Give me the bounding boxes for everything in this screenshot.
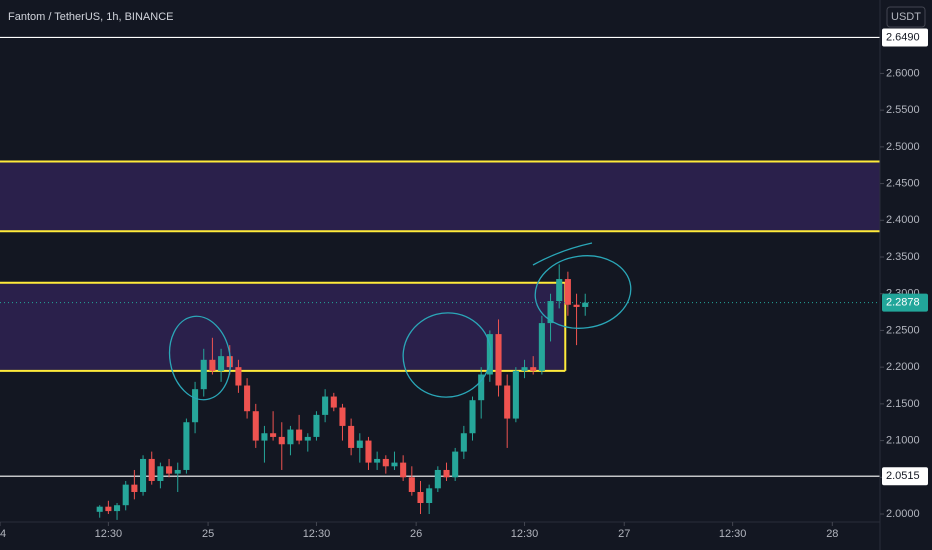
candle-body [304,436,311,441]
candle-body [261,433,268,441]
x-tick-label: 12:30 [95,528,123,540]
chart-title: Fantom / TetherUS, 1h, BINANCE [8,11,173,23]
y-tick-label: 2.6000 [886,67,920,79]
candle-body [122,484,129,506]
candle-body [469,400,476,434]
candle-body [278,436,285,445]
zone [0,282,566,371]
y-tick-label: 2.4500 [886,177,920,189]
candle-body [374,458,381,463]
y-tick-label: 2.3500 [886,251,920,263]
candle-body [426,488,433,504]
x-tick-label: 27 [618,528,630,540]
candle-body [391,462,398,467]
candle-body [200,359,207,390]
y-tick-label: 2.5500 [886,104,920,116]
x-tick-label: 24 [0,528,6,540]
candle-body [313,414,320,437]
y-tick-label: 2.1000 [886,434,920,446]
y-tick-label: 2.2000 [886,361,920,373]
candle-body [434,469,441,489]
candle-body [443,469,450,478]
level-label-box [882,28,928,47]
candle-body [330,396,337,408]
candle-body [478,374,485,401]
candle-body [96,506,103,512]
candle-body [157,466,164,481]
candle-body [244,385,251,412]
candle-body [287,429,294,445]
candle-body [209,359,216,371]
hand-circle [402,312,492,398]
y-tick-label: 2.2500 [886,324,920,336]
candle-body [530,367,537,371]
candle-body [521,367,528,371]
candle-body [452,451,459,478]
hand-circle [168,315,232,401]
y-tick-label: 2.4000 [886,214,920,226]
candle-body [105,506,112,512]
candle-body [192,389,199,423]
y-tick-label: 2.1500 [886,398,920,410]
candle-body [296,429,303,441]
candle-body [348,425,355,448]
x-tick-label: 12:30 [303,528,331,540]
candle-body [460,433,467,452]
x-tick-label: 28 [826,528,838,540]
candle-body [504,385,511,419]
candle-body [582,302,589,307]
hand-stroke [532,242,593,266]
candle-body [322,396,329,415]
candle-body [556,279,563,302]
x-tick-label: 26 [410,528,422,540]
candle-body [131,484,138,492]
candle-body [486,334,493,375]
candle-body [252,411,259,441]
candle-body [547,301,554,324]
level-label-box [882,467,928,486]
candle-body [365,440,372,463]
level-label: 2.6490 [886,31,920,43]
candle-body [174,469,181,474]
plot-area [0,36,880,520]
y-tick-label: 2.5000 [886,141,920,153]
zone [0,161,880,232]
last-price-label: 2.2878 [886,297,920,309]
candle-body [512,370,519,419]
candle-body [235,367,242,386]
candle-body [495,334,502,386]
candle-body [166,466,173,474]
candle-body [270,433,277,437]
candle-body [356,440,363,448]
candle-body [538,323,545,371]
candle-body [114,505,121,512]
x-tick-label: 12:30 [719,528,747,540]
candle-body [573,304,580,307]
candle-body [382,458,389,467]
candle-body [218,356,225,371]
candle-body [183,422,190,470]
y-tick-label: 2.0000 [886,508,920,520]
drawings [168,242,632,401]
candle-body [400,462,407,478]
level-label: 2.0515 [886,470,920,482]
x-tick-label: 25 [202,528,214,540]
x-tick-label: 12:30 [511,528,539,540]
candle-body [408,477,415,492]
candle-body [226,356,233,368]
candle-body [339,407,346,426]
axes: 2.00002.05002.10002.15002.20002.25002.30… [0,28,928,540]
unit-box [886,6,926,28]
unit-label: USDT [891,11,921,23]
candle-body [417,491,424,504]
candle-body [564,279,571,305]
candle-body [140,458,147,492]
hand-circle [534,255,632,329]
last-price-box [882,293,928,312]
candle-body [148,458,155,481]
